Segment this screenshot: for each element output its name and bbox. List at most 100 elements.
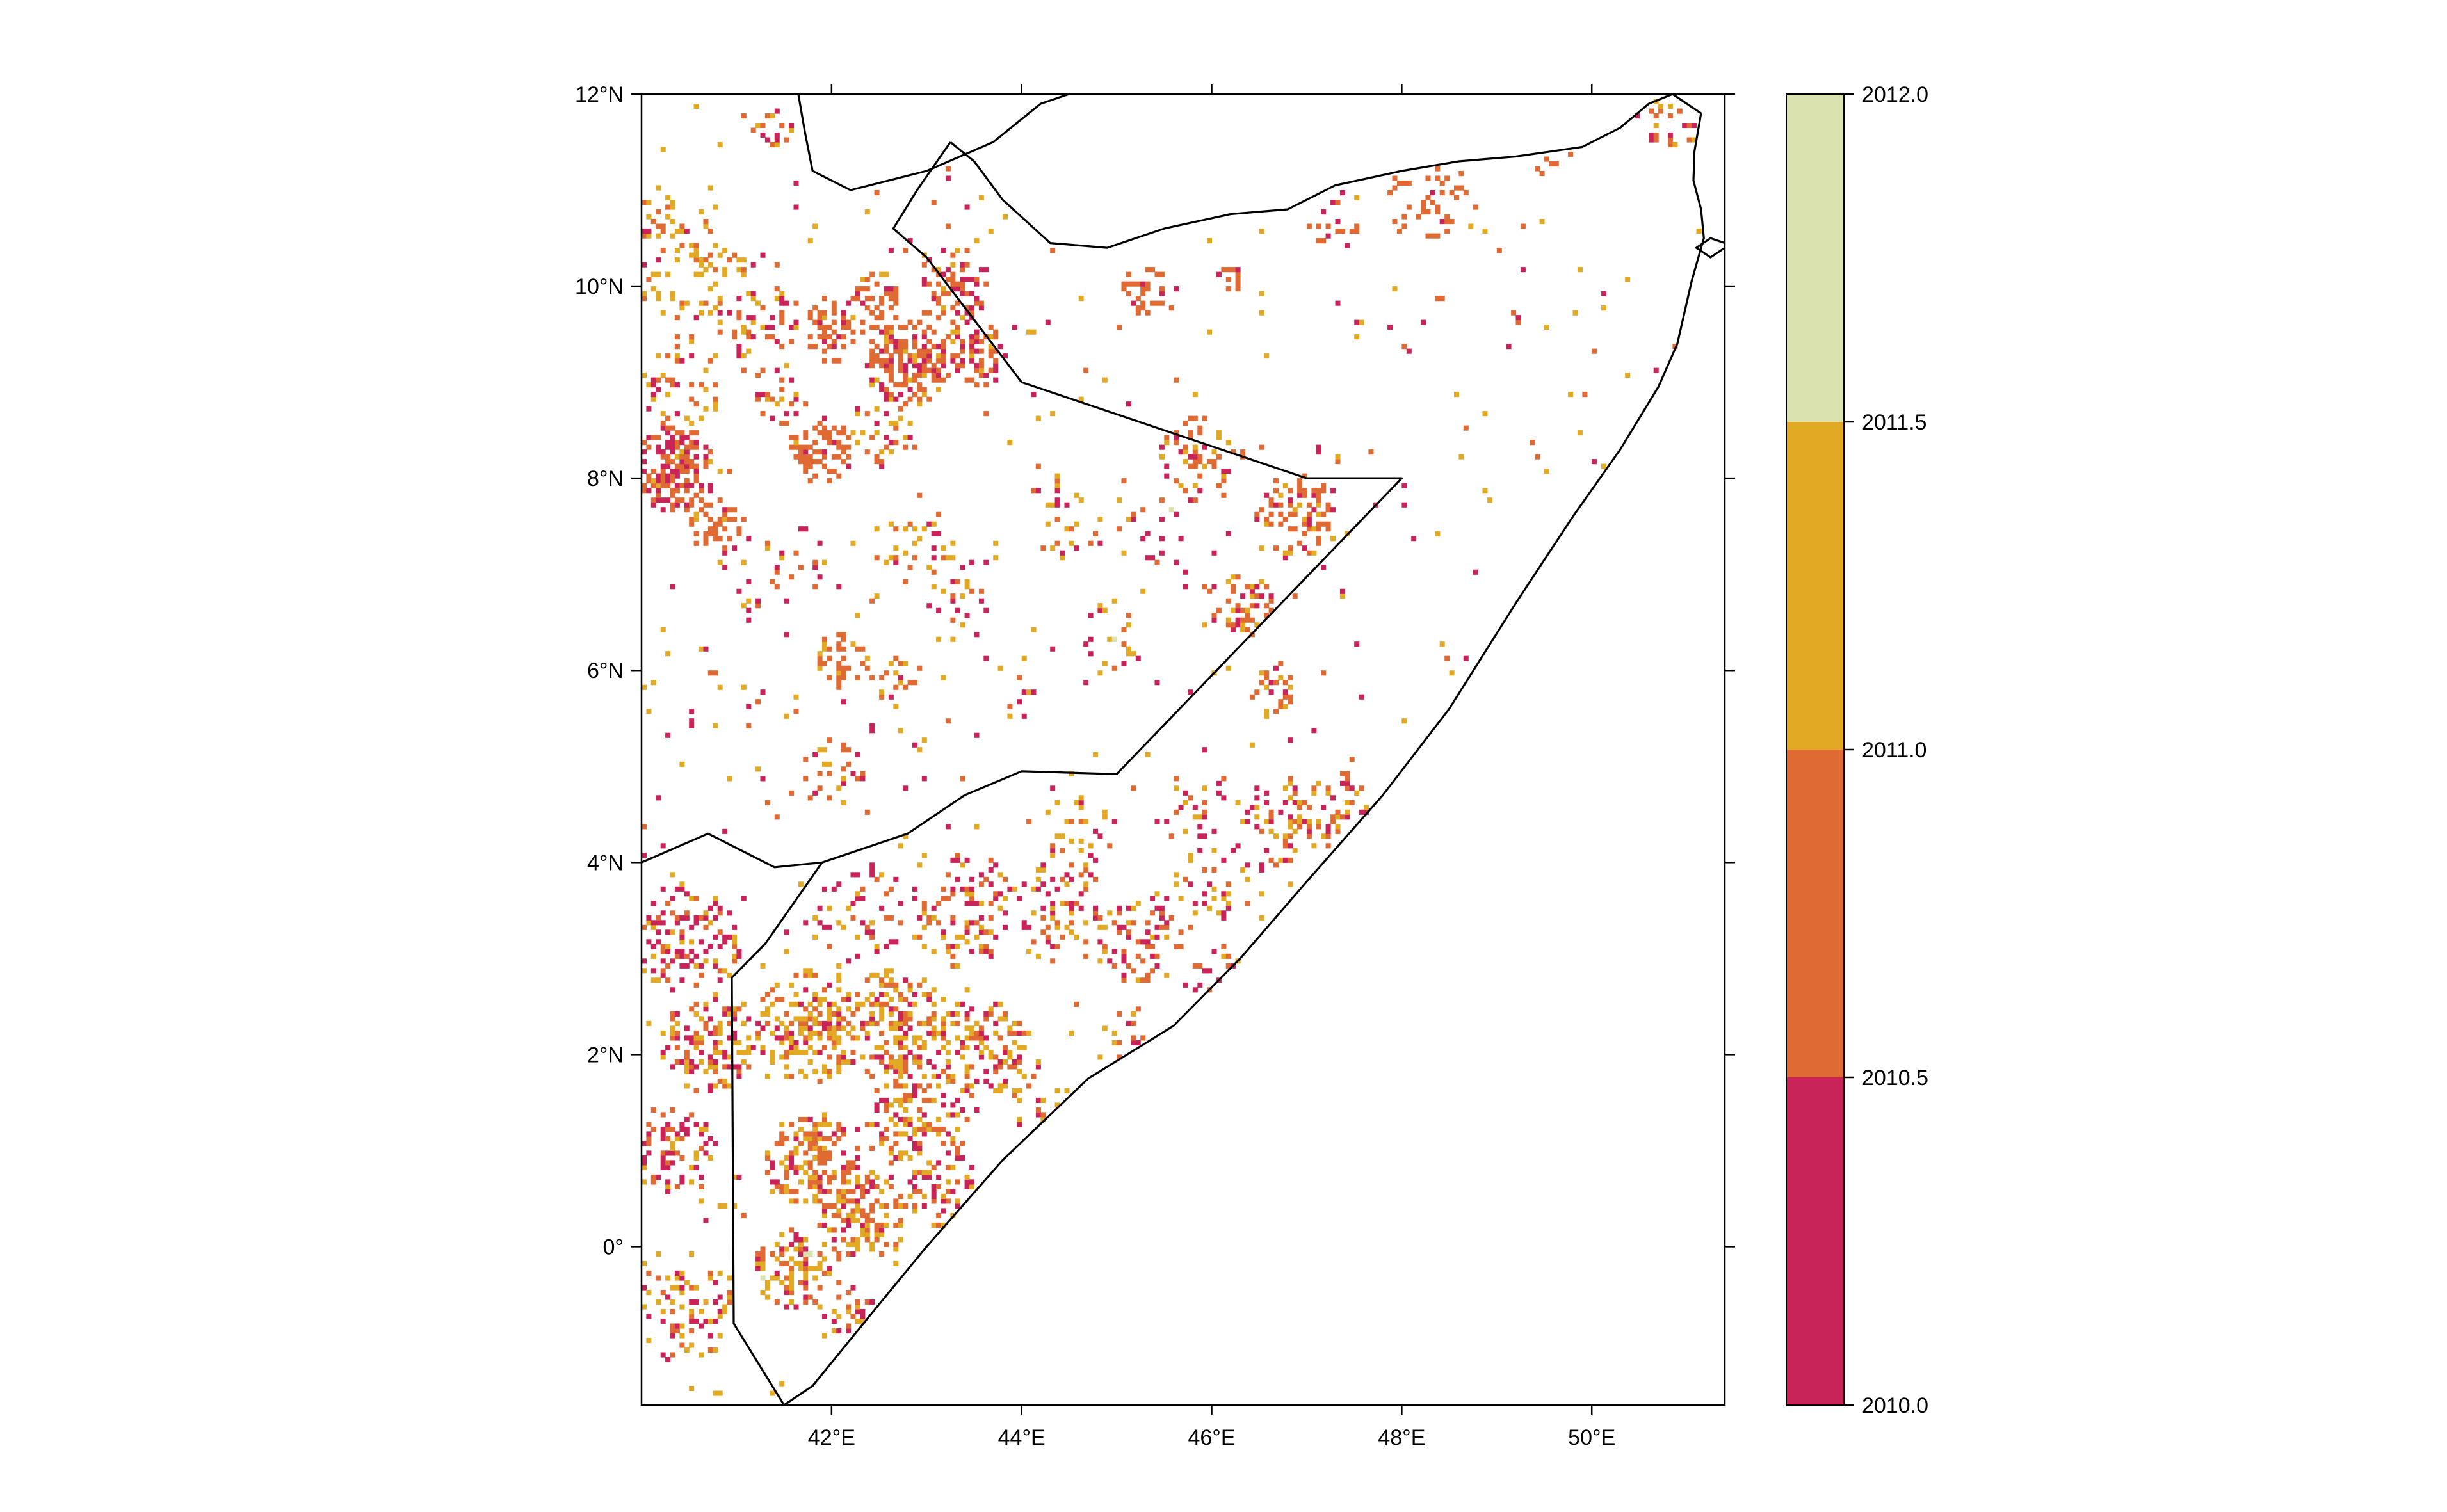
raster-cell xyxy=(1231,449,1236,455)
raster-cell xyxy=(764,334,770,340)
raster-cell xyxy=(1321,565,1327,570)
raster-cell xyxy=(798,1116,804,1122)
raster-cell xyxy=(684,444,690,450)
raster-cell xyxy=(1211,828,1217,834)
raster-cell xyxy=(988,1011,994,1017)
raster-cell xyxy=(1259,593,1264,599)
raster-cell xyxy=(660,373,666,378)
raster-cell xyxy=(983,1016,989,1022)
raster-cell xyxy=(1316,819,1321,824)
raster-cell xyxy=(642,924,647,930)
raster-cell xyxy=(1249,617,1255,623)
raster-cell xyxy=(1667,104,1673,109)
raster-cell xyxy=(888,358,894,364)
raster-cell xyxy=(732,953,737,959)
raster-cell xyxy=(879,1016,885,1022)
raster-cell xyxy=(660,1155,666,1161)
raster-cell xyxy=(807,968,813,974)
raster-cell xyxy=(921,905,927,911)
raster-cell xyxy=(978,1049,984,1055)
raster-cell xyxy=(774,997,780,1002)
raster-cell xyxy=(812,559,818,565)
raster-cell xyxy=(1126,934,1131,940)
raster-cell xyxy=(789,1266,795,1271)
raster-cell xyxy=(978,944,984,949)
raster-cell xyxy=(1282,550,1288,556)
raster-cell xyxy=(960,363,965,369)
raster-cell xyxy=(917,396,923,402)
raster-cell xyxy=(1316,521,1321,527)
raster-cell xyxy=(703,1319,709,1324)
raster-cell xyxy=(1316,223,1321,229)
raster-cell xyxy=(1325,233,1331,239)
raster-cell xyxy=(1093,905,1098,911)
raster-cell xyxy=(822,1145,827,1151)
raster-cell xyxy=(827,334,832,340)
raster-cell xyxy=(941,344,946,350)
raster-cell xyxy=(660,463,666,469)
raster-cell xyxy=(755,396,761,402)
raster-cell xyxy=(864,1222,870,1228)
raster-cell xyxy=(1273,502,1279,508)
raster-cell xyxy=(945,1164,951,1170)
raster-cell xyxy=(679,761,685,767)
raster-cell xyxy=(1221,776,1227,782)
raster-cell xyxy=(903,1097,909,1103)
raster-cell xyxy=(693,1030,699,1036)
raster-cell xyxy=(755,766,761,772)
raster-cell xyxy=(841,1174,846,1180)
raster-cell xyxy=(931,1126,937,1132)
raster-cell xyxy=(955,300,960,306)
raster-cell xyxy=(1401,502,1407,508)
raster-cell xyxy=(978,915,984,921)
raster-cell xyxy=(921,277,927,282)
raster-cell xyxy=(936,1160,942,1166)
raster-cell xyxy=(679,440,685,446)
raster-cell xyxy=(689,440,695,446)
raster-cell xyxy=(642,824,647,830)
raster-cell xyxy=(1211,584,1217,590)
raster-cell xyxy=(665,415,671,421)
raster-cell xyxy=(917,353,923,359)
raster-cell xyxy=(827,1035,832,1041)
raster-cell xyxy=(812,752,818,757)
raster-cell xyxy=(770,1001,775,1007)
raster-cell xyxy=(670,1285,675,1291)
raster-cell xyxy=(689,1285,695,1291)
raster-cell xyxy=(988,929,994,935)
raster-cell xyxy=(670,435,675,440)
raster-cell xyxy=(836,1314,842,1319)
raster-cell xyxy=(969,291,975,296)
raster-cell xyxy=(1444,175,1450,181)
raster-cell xyxy=(1074,521,1079,527)
raster-cell xyxy=(969,334,975,340)
raster-cell xyxy=(1145,267,1151,273)
raster-cell xyxy=(1117,325,1122,330)
raster-cell xyxy=(869,1001,875,1007)
raster-cell xyxy=(1302,800,1307,805)
raster-cell xyxy=(1131,511,1136,517)
raster-cell xyxy=(1539,219,1545,225)
raster-cell xyxy=(689,1386,695,1392)
raster-cell xyxy=(1040,929,1046,935)
raster-cell xyxy=(893,296,899,302)
raster-cell xyxy=(717,1025,723,1031)
raster-cell xyxy=(732,517,737,522)
raster-cell xyxy=(817,1184,823,1189)
raster-cell xyxy=(713,1390,718,1396)
raster-cell xyxy=(836,358,842,364)
raster-cell xyxy=(650,1179,656,1185)
raster-cell xyxy=(941,929,946,935)
raster-cell xyxy=(860,329,866,335)
raster-cell xyxy=(722,1064,728,1070)
raster-cell xyxy=(1097,915,1103,921)
raster-cell xyxy=(831,1203,837,1209)
raster-cell xyxy=(1064,924,1070,930)
raster-cell xyxy=(1054,488,1060,494)
raster-cell xyxy=(1017,675,1022,680)
raster-cell xyxy=(646,709,652,714)
raster-cell xyxy=(1183,488,1188,494)
raster-cell xyxy=(941,286,946,292)
raster-cell xyxy=(836,1064,842,1070)
raster-cell xyxy=(746,291,752,296)
